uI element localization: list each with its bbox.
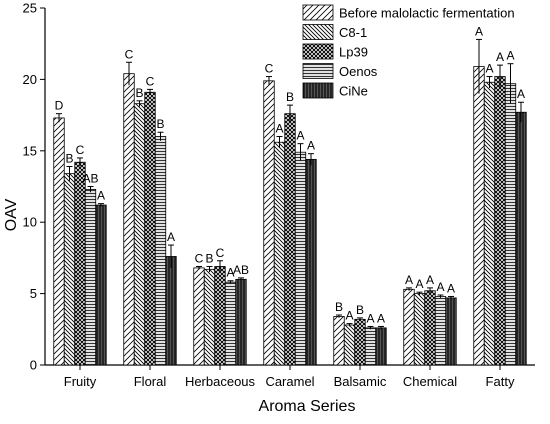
bar-chemical-series-2 bbox=[413, 293, 426, 366]
x-tick-label: Fruity bbox=[64, 374, 97, 389]
bar-fatty-series-4 bbox=[504, 83, 517, 366]
x-tick-label: Fatty bbox=[486, 374, 515, 389]
bar-fruity-series-3 bbox=[74, 161, 86, 366]
significance-label: D bbox=[55, 99, 64, 113]
legend-label: C8-1 bbox=[339, 25, 367, 40]
legend-swatch bbox=[302, 24, 334, 40]
x-tick-label: Floral bbox=[134, 374, 167, 389]
bar-floral-series-4 bbox=[154, 136, 167, 366]
x-axis-title: Aroma Series bbox=[259, 398, 356, 415]
y-tick-label: 25 bbox=[23, 1, 37, 16]
bar-fruity-series-5 bbox=[95, 204, 107, 366]
bar-herbaceous-series-4 bbox=[224, 281, 237, 366]
bar-caramel-series-1 bbox=[263, 80, 275, 366]
bar-chemical-series-1 bbox=[403, 288, 415, 366]
significance-label: A bbox=[415, 277, 423, 291]
bar-chemical-series-4 bbox=[434, 296, 447, 366]
significance-label: C bbox=[146, 74, 155, 88]
bar-herbaceous-series-3 bbox=[214, 266, 226, 366]
significance-label: A bbox=[475, 24, 483, 38]
significance-label: B bbox=[286, 90, 294, 104]
significance-label: A bbox=[496, 50, 504, 64]
legend: Before malolactic fermentation C8-1 Lp39 Oe… bbox=[302, 4, 515, 99]
bar-herbaceous-series-1 bbox=[193, 267, 205, 366]
legend-label: Lp39 bbox=[339, 45, 368, 60]
y-axis-title: OAV bbox=[3, 198, 20, 231]
legend-swatch bbox=[302, 82, 334, 99]
bar-balsamic-series-1 bbox=[333, 316, 345, 366]
legend-label: Before malolactic fermentation bbox=[339, 6, 515, 21]
significance-label: A bbox=[307, 139, 315, 153]
legend-swatch bbox=[302, 43, 334, 60]
significance-label: A bbox=[447, 281, 455, 295]
bar-caramel-series-2 bbox=[273, 141, 286, 366]
bar-floral-series-2 bbox=[133, 103, 146, 366]
significance-label: B bbox=[156, 117, 164, 131]
bar-balsamic-series-4 bbox=[364, 327, 377, 366]
significance-label: A bbox=[485, 62, 493, 76]
bar-fruity-series-1 bbox=[53, 117, 65, 366]
significance-label: C bbox=[76, 143, 85, 157]
y-tick-label: 5 bbox=[30, 286, 37, 301]
bar-floral-series-5 bbox=[165, 256, 177, 366]
x-tick-label: Caramel bbox=[265, 374, 314, 389]
x-tick-label: Herbaceous bbox=[185, 374, 256, 389]
bar-fruity-series-4 bbox=[84, 188, 97, 366]
significance-label: A bbox=[97, 189, 105, 203]
significance-label: B bbox=[65, 152, 73, 166]
y-tick-label: 0 bbox=[30, 358, 37, 373]
bar-caramel-series-4 bbox=[294, 151, 307, 366]
significance-label: C bbox=[216, 246, 225, 260]
bar-fatty-series-1 bbox=[473, 66, 485, 366]
bar-chemical-series-3 bbox=[424, 290, 436, 366]
bar-herbaceous-series-2 bbox=[203, 268, 216, 366]
bar-caramel-series-5 bbox=[305, 158, 317, 366]
legend-swatch bbox=[302, 4, 334, 21]
significance-label: C bbox=[265, 62, 274, 76]
significance-label: A bbox=[226, 266, 234, 280]
significance-label: A bbox=[506, 49, 514, 63]
bar-herbaceous-series-5 bbox=[235, 278, 247, 366]
significance-label: B bbox=[335, 300, 343, 314]
significance-label: A bbox=[426, 273, 434, 287]
significance-label: A bbox=[167, 230, 175, 244]
y-tick-label: 15 bbox=[23, 143, 37, 158]
bar-balsamic-series-5 bbox=[375, 327, 387, 366]
significance-label: AB bbox=[82, 172, 98, 186]
significance-label: C bbox=[195, 251, 204, 265]
significance-label: A bbox=[275, 122, 283, 136]
y-tick-label: 10 bbox=[23, 215, 37, 230]
legend-label: Oenos bbox=[339, 64, 378, 79]
significance-label: B bbox=[205, 251, 213, 265]
bar-fruity-series-2 bbox=[63, 173, 76, 366]
bar-balsamic-series-3 bbox=[354, 318, 366, 366]
significance-label: A bbox=[366, 311, 374, 325]
bar-floral-series-3 bbox=[144, 91, 156, 366]
significance-label: A bbox=[405, 273, 413, 287]
bar-floral-series-1 bbox=[123, 73, 135, 366]
x-tick-label: Chemical bbox=[403, 374, 457, 389]
significance-label: C bbox=[125, 47, 134, 61]
legend-label: CiNe bbox=[339, 84, 368, 99]
y-tick-label: 20 bbox=[23, 72, 37, 87]
significance-label: A bbox=[436, 280, 444, 294]
significance-label: AB bbox=[233, 263, 249, 277]
bar-fatty-series-3 bbox=[494, 76, 506, 366]
bar-chemical-series-5 bbox=[445, 297, 457, 366]
significance-label: B bbox=[135, 86, 143, 100]
significance-label: B bbox=[356, 303, 364, 317]
significance-label: A bbox=[345, 309, 353, 323]
x-tick-label: Balsamic bbox=[334, 374, 387, 389]
significance-label: A bbox=[296, 129, 304, 143]
significance-label: A bbox=[517, 87, 525, 101]
bar-caramel-series-3 bbox=[284, 113, 296, 366]
bar-balsamic-series-2 bbox=[343, 324, 356, 366]
significance-label: A bbox=[377, 311, 385, 325]
bar-fatty-series-5 bbox=[515, 111, 527, 366]
bar-fatty-series-2 bbox=[483, 81, 496, 366]
legend-swatch bbox=[302, 63, 334, 79]
